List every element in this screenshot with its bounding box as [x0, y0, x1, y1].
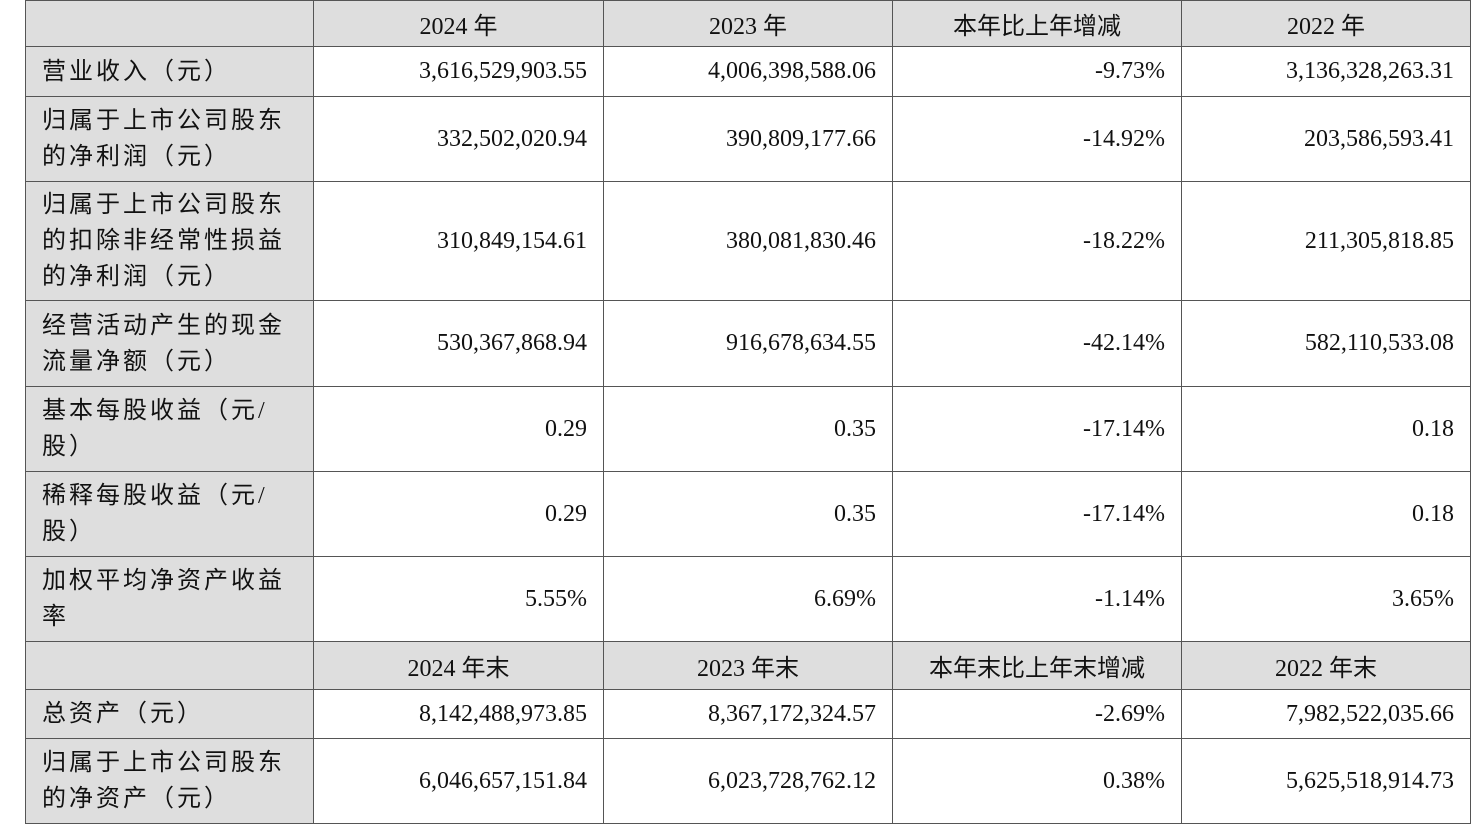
row-label: 稀释每股收益（元/股）: [25, 471, 314, 557]
row-label: 基本每股收益（元/股）: [25, 386, 314, 472]
label-line: 加权平均净资产收益: [42, 568, 285, 594]
label-line: 营业收入（元）: [42, 58, 231, 85]
data-row: 加权平均净资产收益率 5.55% 6.69% -1.14% 3.65%: [25, 556, 1471, 642]
value-cell: 5,625,518,914.73: [1181, 738, 1471, 824]
label-line: 归属于上市公司股东: [42, 108, 285, 134]
row-label: 归属于上市公司股东 的净资产（元）: [25, 738, 314, 824]
header-cell: 本年比上年增减: [892, 0, 1182, 47]
header-cell: 2022 年末: [1181, 641, 1471, 690]
data-row: 稀释每股收益（元/股） 0.29 0.35 -17.14% 0.18: [25, 471, 1471, 557]
label-line: 的净利润（元）: [42, 264, 231, 290]
value-cell: -42.14%: [892, 300, 1182, 387]
value-cell: 0.35: [603, 471, 893, 557]
value-cell: 390,809,177.66: [603, 96, 893, 182]
value-cell: 8,367,172,324.57: [603, 689, 893, 739]
header-cell: 2024 年末: [313, 641, 604, 690]
data-row: 营业收入（元） 3,616,529,903.55 4,006,398,588.06-…: [25, 46, 1471, 97]
label-line: 稀释每股收益（元/: [42, 483, 268, 509]
header-cell: 2022 年: [1181, 0, 1471, 47]
value-cell: -1.14%: [892, 556, 1182, 642]
row-label: 经营活动产生的现金 流量净额（元）: [25, 300, 314, 387]
value-cell: 203,586,593.41: [1181, 96, 1471, 182]
value-cell: 582,110,533.08: [1181, 300, 1471, 387]
header-row: 2024 年 2023 年本年比上年增减 2022 年: [25, 0, 1471, 47]
data-row: 归属于上市公司股东 的净资产（元） 6,046,657,151.84 6,023,72…: [25, 738, 1471, 824]
value-cell: 3,616,529,903.55: [313, 46, 604, 97]
value-cell: -14.92%: [892, 96, 1182, 182]
header-cell: 2024 年: [313, 0, 604, 47]
value-cell: 7,982,522,035.66: [1181, 689, 1471, 739]
row-label: 加权平均净资产收益率: [25, 556, 314, 642]
label-line: 的净利润（元）: [42, 144, 231, 170]
row-label: 归属于上市公司股东 的净利润（元）: [25, 96, 314, 182]
data-row: 总资产（元） 8,142,488,973.85 8,367,172,324.57 -2…: [25, 689, 1471, 739]
label-line: 的净资产（元）: [42, 786, 231, 812]
header-row: 2024 年末 2023 年末 本年末比上年末增减 2022 年末: [25, 641, 1471, 690]
label-line: 归属于上市公司股东: [42, 192, 285, 218]
data-row: 经营活动产生的现金 流量净额（元） 530,367,868.94 916,678,63…: [25, 300, 1471, 387]
value-cell: 211,305,818.85: [1181, 181, 1471, 301]
data-row: 归属于上市公司股东 的净利润（元） 332,502,020.94 390,809,17…: [25, 96, 1471, 182]
value-cell: 530,367,868.94: [313, 300, 604, 387]
value-cell: -9.73%: [892, 46, 1182, 97]
header-cell: 2023 年: [603, 0, 893, 47]
label-line: 归属于上市公司股东: [42, 750, 285, 776]
value-cell: -18.22%: [892, 181, 1182, 301]
data-row: 归属于上市公司股东 的扣除非经常性损益 的净利润（元） 310,849,154.61 3…: [25, 181, 1471, 301]
header-cell: 本年末比上年末增减: [892, 641, 1182, 690]
value-cell: 332,502,020.94: [313, 96, 604, 182]
header-cell: 2023 年末: [603, 641, 893, 690]
value-cell: 0.29: [313, 471, 604, 557]
value-cell: 6,046,657,151.84: [313, 738, 604, 824]
value-cell: 380,081,830.46: [603, 181, 893, 301]
row-label: 营业收入（元）: [25, 46, 314, 97]
label-line: 率: [42, 604, 69, 630]
value-cell: 8,142,488,973.85: [313, 689, 604, 739]
header-cell: [25, 0, 314, 47]
label-line: 基本每股收益（元/: [42, 398, 268, 424]
value-cell: 310,849,154.61: [313, 181, 604, 301]
label-line: 总资产（元）: [42, 701, 204, 727]
row-label: 总资产（元）: [25, 689, 314, 739]
value-cell: 6.69%: [603, 556, 893, 642]
value-cell: 6,023,728,762.12: [603, 738, 893, 824]
value-cell: -17.14%: [892, 386, 1182, 472]
header-cell: [25, 641, 314, 690]
label-line: 经营活动产生的现金: [42, 312, 285, 339]
value-cell: 0.35: [603, 386, 893, 472]
label-line: 股）: [42, 519, 96, 545]
row-label: 归属于上市公司股东 的扣除非经常性损益 的净利润（元）: [25, 181, 314, 301]
table-body: 2024 年 2023 年本年比上年增减 2022 年营业收入（元） 3,616,52…: [25, 0, 1471, 824]
value-cell: -2.69%: [892, 689, 1182, 739]
value-cell: -17.14%: [892, 471, 1182, 557]
value-cell: 0.18: [1181, 386, 1471, 472]
label-line: 股）: [42, 434, 96, 460]
value-cell: 3.65%: [1181, 556, 1471, 642]
value-cell: 916,678,634.55: [603, 300, 893, 387]
label-line: 的扣除非经常性损益: [42, 228, 285, 254]
value-cell: 0.29: [313, 386, 604, 472]
value-cell: 5.55%: [313, 556, 604, 642]
value-cell: 3,136,328,263.31: [1181, 46, 1471, 97]
label-line: 流量净额（元）: [42, 348, 231, 375]
value-cell: 0.18: [1181, 471, 1471, 557]
value-cell: 4,006,398,588.06: [603, 46, 893, 97]
data-row: 基本每股收益（元/股） 0.29 0.35 -17.14% 0.18: [25, 386, 1471, 472]
value-cell: 0.38%: [892, 738, 1182, 824]
financial-table: 2024 年 2023 年本年比上年增减 2022 年营业收入（元） 3,616,52…: [25, 0, 1471, 824]
